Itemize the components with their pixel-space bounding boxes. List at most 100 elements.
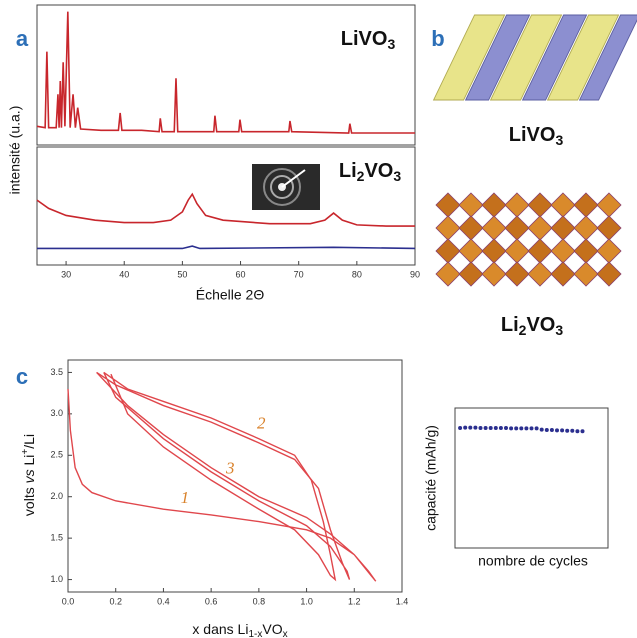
octahedron xyxy=(458,192,484,218)
panel-label: a xyxy=(16,26,29,51)
series-line xyxy=(36,192,415,227)
y-tick-label: 1.5 xyxy=(50,533,63,543)
plot-frame xyxy=(454,407,609,549)
panel-label: b xyxy=(431,26,444,51)
point xyxy=(519,426,524,431)
x-tick-label: 0.6 xyxy=(205,596,218,606)
octahedron xyxy=(504,261,530,287)
point xyxy=(539,427,544,432)
x-tick-label: 1.0 xyxy=(300,596,313,606)
series-line xyxy=(103,371,337,582)
x-tick-label: 40 xyxy=(119,269,129,279)
formula-part: VO xyxy=(364,160,393,182)
structure-livo3 xyxy=(432,10,637,105)
octahedron xyxy=(527,215,553,241)
formula-part: LiVO xyxy=(509,124,556,146)
x-tick-label: 0.0 xyxy=(62,596,75,606)
annotation: 3 xyxy=(225,458,235,477)
point xyxy=(509,426,514,431)
octahedron xyxy=(596,215,622,241)
octahedron xyxy=(504,192,530,218)
label-part: VO xyxy=(262,621,282,637)
label-sup: + xyxy=(20,449,31,455)
x-tick-label: 1.4 xyxy=(396,596,409,606)
point xyxy=(560,428,565,433)
octahedron xyxy=(596,261,622,287)
octahedron xyxy=(573,215,599,241)
label-sub: 1-x xyxy=(248,629,262,638)
octahedron xyxy=(481,238,507,264)
point xyxy=(524,426,529,431)
octahedron xyxy=(527,261,553,287)
point xyxy=(580,429,585,434)
point xyxy=(493,426,498,430)
x-tick-label: 0.2 xyxy=(109,596,122,606)
formula-sub: 3 xyxy=(555,322,563,338)
x-tick-label: 0.4 xyxy=(157,596,170,606)
label-part: x dans Li xyxy=(192,621,248,637)
octahedron xyxy=(573,192,599,218)
x-tick-label: 80 xyxy=(352,269,362,279)
formula: LiVO3 xyxy=(341,28,396,51)
x-tick-label: 70 xyxy=(294,269,304,279)
octahedron xyxy=(550,261,576,287)
annotation: 2 xyxy=(257,414,266,433)
structure-li2vo3 xyxy=(435,192,622,287)
label-part: vs xyxy=(21,469,37,483)
point xyxy=(575,429,580,434)
diffraction-inset xyxy=(252,164,320,210)
octahedron xyxy=(550,215,576,241)
x-axis-label: nombre de cycles xyxy=(478,553,588,569)
point xyxy=(570,428,575,433)
formula: Li2VO3 xyxy=(339,160,401,183)
formula-sub: 2 xyxy=(357,168,365,184)
octahedron xyxy=(435,261,461,287)
point xyxy=(534,426,539,431)
octahedron xyxy=(527,238,553,264)
point xyxy=(544,428,549,432)
x-tick-label: 0.8 xyxy=(253,596,266,606)
panel-label: c xyxy=(16,364,28,389)
octahedron xyxy=(435,215,461,241)
series-line xyxy=(67,371,377,582)
point xyxy=(555,428,559,433)
point xyxy=(514,426,519,431)
formula-sub: 3 xyxy=(387,36,395,52)
label-part: /Li xyxy=(21,434,37,449)
point xyxy=(458,426,463,430)
y-tick-label: 2.5 xyxy=(50,450,63,460)
x-tick-label: 30 xyxy=(61,269,71,279)
y-tick-label: 2.0 xyxy=(50,491,63,501)
series-line xyxy=(37,245,416,250)
octahedron xyxy=(458,261,484,287)
octahedron xyxy=(550,192,576,218)
plot-frame xyxy=(36,4,416,146)
y-axis-label: capacité (mAh/g) xyxy=(423,425,439,531)
formula-sub: 3 xyxy=(555,132,563,148)
series-line xyxy=(36,11,415,134)
x-axis-label: Échelle 2Θ xyxy=(196,287,265,303)
point xyxy=(468,425,473,430)
octahedron xyxy=(504,215,530,241)
y-tick-label: 3.5 xyxy=(50,367,63,377)
x-axis-label: x dans Li1-xVOx xyxy=(192,621,287,638)
y-tick-label: 3.0 xyxy=(50,408,63,418)
octahedron xyxy=(481,215,507,241)
octahedron xyxy=(596,192,622,218)
point xyxy=(504,426,508,430)
y-axis-label: intensité (u.a.) xyxy=(7,106,23,195)
octahedron xyxy=(458,215,484,241)
x-tick-label: 60 xyxy=(236,269,246,279)
octahedron xyxy=(527,192,553,218)
formula: LiVO3 xyxy=(509,124,564,147)
formula-sub: 3 xyxy=(393,168,401,184)
x-tick-label: 50 xyxy=(177,269,187,279)
formula-sub: 2 xyxy=(519,322,527,338)
point xyxy=(488,426,493,430)
octahedron xyxy=(596,238,622,264)
point xyxy=(529,426,534,431)
label-sub: x xyxy=(283,629,288,638)
label-part: volts xyxy=(21,483,37,516)
formula-part: Li xyxy=(501,314,519,336)
